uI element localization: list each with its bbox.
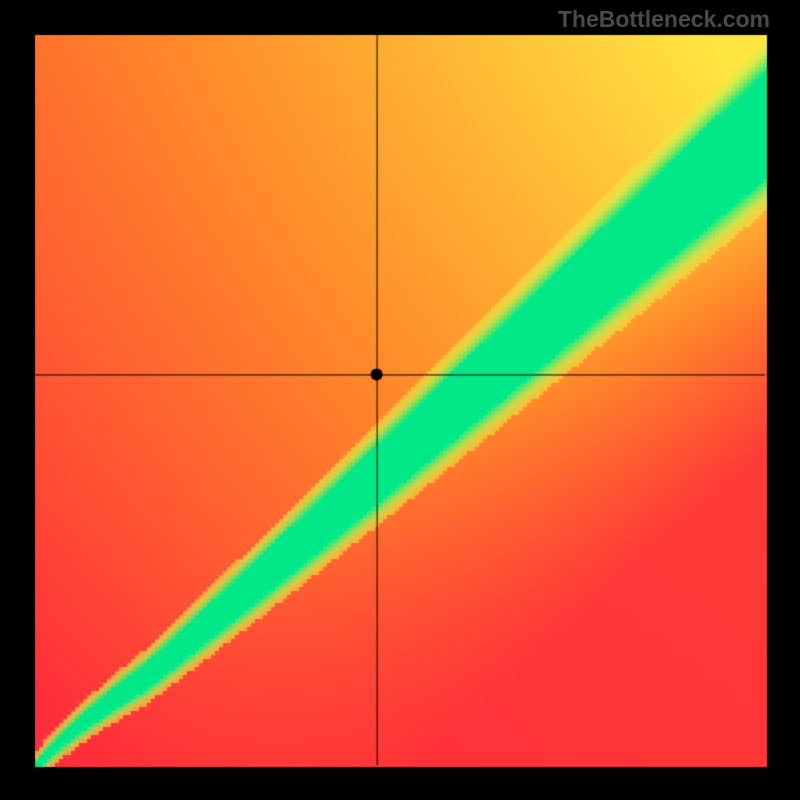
chart-frame: TheBottleneck.com [0, 0, 800, 800]
heatmap-canvas [0, 0, 800, 800]
watermark-text: TheBottleneck.com [558, 6, 770, 33]
